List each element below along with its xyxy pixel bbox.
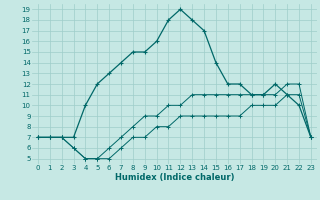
- X-axis label: Humidex (Indice chaleur): Humidex (Indice chaleur): [115, 173, 234, 182]
